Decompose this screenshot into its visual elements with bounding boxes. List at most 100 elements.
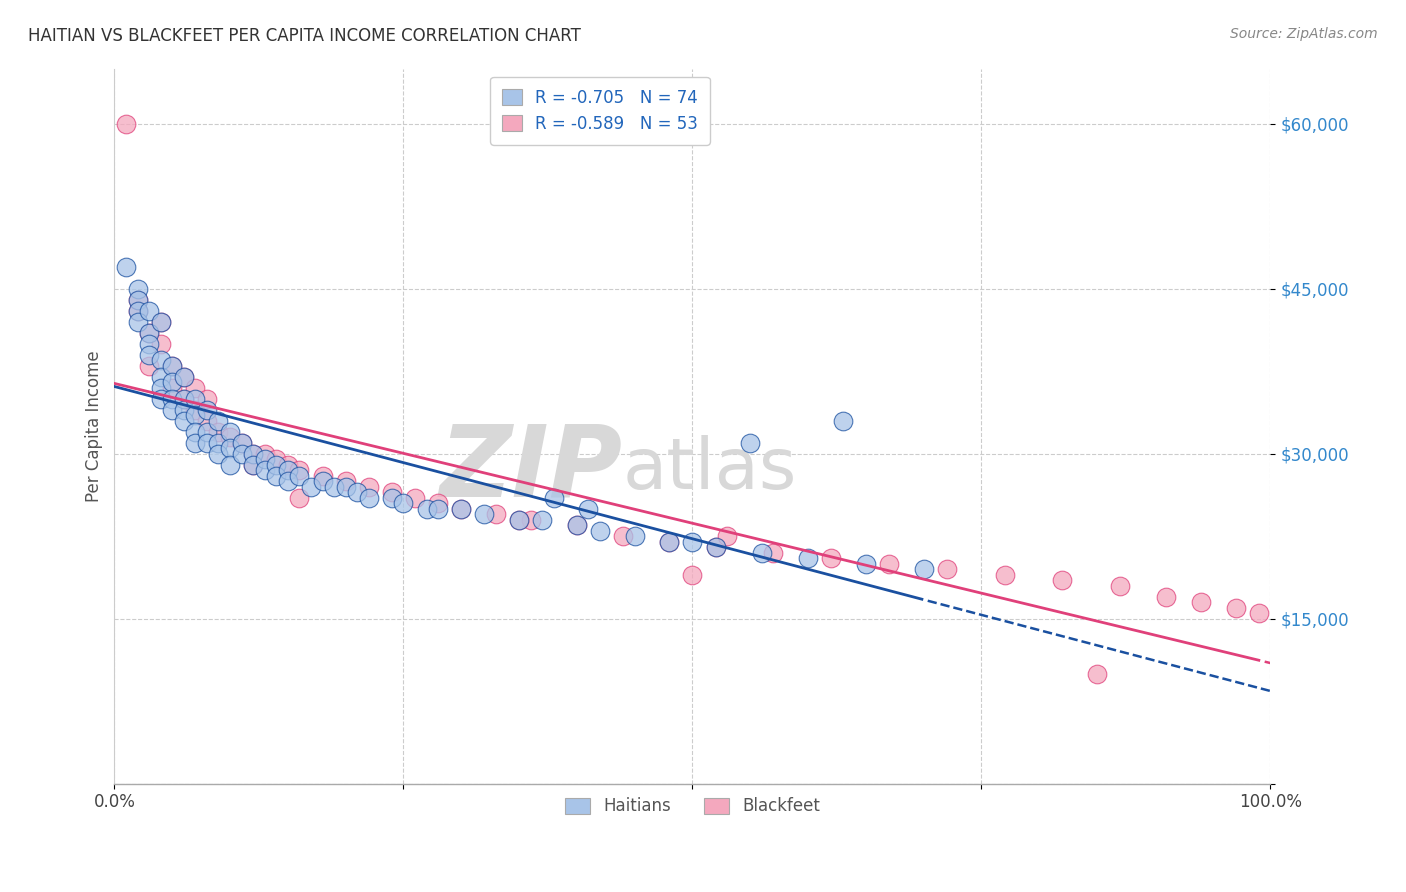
Point <box>160 359 183 373</box>
Point <box>565 518 588 533</box>
Point <box>797 551 820 566</box>
Point <box>681 567 703 582</box>
Point <box>427 496 450 510</box>
Point <box>195 435 218 450</box>
Text: Source: ZipAtlas.com: Source: ZipAtlas.com <box>1230 27 1378 41</box>
Point <box>264 468 287 483</box>
Point <box>253 463 276 477</box>
Point <box>149 369 172 384</box>
Point <box>253 452 276 467</box>
Point <box>127 303 149 318</box>
Point <box>427 501 450 516</box>
Point <box>311 468 333 483</box>
Point <box>219 441 242 455</box>
Point <box>219 430 242 444</box>
Point <box>472 507 495 521</box>
Point <box>149 381 172 395</box>
Point <box>231 447 253 461</box>
Y-axis label: Per Capita Income: Per Capita Income <box>86 351 103 502</box>
Point <box>138 326 160 340</box>
Point <box>381 485 404 500</box>
Point <box>231 435 253 450</box>
Point <box>576 501 599 516</box>
Point <box>195 392 218 406</box>
Point <box>589 524 612 538</box>
Point <box>658 534 681 549</box>
Point <box>184 435 207 450</box>
Point <box>1189 595 1212 609</box>
Point <box>323 480 346 494</box>
Point <box>404 491 426 505</box>
Point <box>219 458 242 472</box>
Point <box>450 501 472 516</box>
Point <box>1085 666 1108 681</box>
Point <box>565 518 588 533</box>
Point <box>138 359 160 373</box>
Point <box>1156 590 1178 604</box>
Point <box>415 501 437 516</box>
Point <box>392 496 415 510</box>
Point <box>543 491 565 505</box>
Point <box>242 447 264 461</box>
Point <box>277 474 299 488</box>
Point <box>877 557 900 571</box>
Point <box>751 546 773 560</box>
Point <box>519 513 541 527</box>
Point <box>207 414 229 428</box>
Point <box>173 414 195 428</box>
Point <box>242 447 264 461</box>
Point <box>207 435 229 450</box>
Point <box>277 463 299 477</box>
Text: HAITIAN VS BLACKFEET PER CAPITA INCOME CORRELATION CHART: HAITIAN VS BLACKFEET PER CAPITA INCOME C… <box>28 27 581 45</box>
Point <box>149 315 172 329</box>
Point <box>127 293 149 307</box>
Point <box>127 293 149 307</box>
Point <box>138 326 160 340</box>
Point <box>149 336 172 351</box>
Point <box>173 369 195 384</box>
Point <box>184 381 207 395</box>
Point <box>207 447 229 461</box>
Point <box>160 402 183 417</box>
Point <box>149 315 172 329</box>
Point <box>160 381 183 395</box>
Point <box>264 452 287 467</box>
Point <box>820 551 842 566</box>
Point <box>357 480 380 494</box>
Point <box>912 562 935 576</box>
Point <box>184 392 207 406</box>
Point <box>207 425 229 439</box>
Point <box>173 402 195 417</box>
Point <box>127 315 149 329</box>
Point <box>508 513 530 527</box>
Point <box>311 474 333 488</box>
Point <box>288 491 311 505</box>
Point <box>115 116 138 130</box>
Point <box>195 402 218 417</box>
Point <box>357 491 380 505</box>
Point <box>160 392 183 406</box>
Point <box>115 260 138 274</box>
Point <box>450 501 472 516</box>
Point <box>704 540 727 554</box>
Point <box>138 303 160 318</box>
Point <box>127 282 149 296</box>
Point <box>277 458 299 472</box>
Point <box>184 402 207 417</box>
Point <box>716 529 738 543</box>
Point <box>184 408 207 422</box>
Point <box>485 507 508 521</box>
Point <box>1247 606 1270 620</box>
Point <box>127 303 149 318</box>
Point <box>1052 573 1074 587</box>
Point <box>138 348 160 362</box>
Point <box>173 369 195 384</box>
Legend: Haitians, Blackfeet: Haitians, Blackfeet <box>554 788 831 825</box>
Point <box>740 435 762 450</box>
Point <box>195 414 218 428</box>
Text: atlas: atlas <box>623 434 797 504</box>
Point <box>288 468 311 483</box>
Point <box>681 534 703 549</box>
Point <box>219 425 242 439</box>
Point <box>855 557 877 571</box>
